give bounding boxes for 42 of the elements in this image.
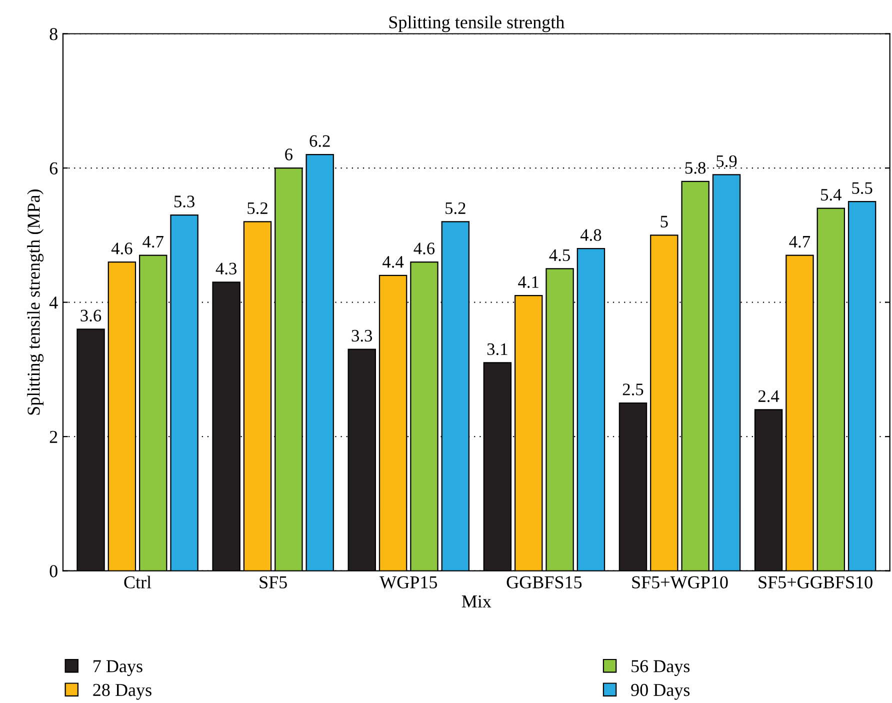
data-label: 5.2 [248,202,268,214]
legend-label: 56 Days [632,660,690,676]
data-label: 5.4 [821,189,842,201]
y-tick-label: 8 [50,28,58,40]
x-tick-label: WGP15 [380,576,438,588]
y-tick-label: 0 [50,565,58,578]
data-label: 5.2 [446,202,466,214]
x-tick-label: SF5+GGBFS10 [758,576,872,588]
y-tick-label: 6 [50,162,58,174]
data-label: 5.9 [716,155,737,168]
data-label: 3.6 [80,310,102,322]
data-label: 4.6 [111,242,132,254]
chart-title: Splitting tensile strength [389,16,564,32]
data-label: 2.5 [622,384,644,396]
legend-label: 28 Days [93,684,152,700]
data-label: 4.6 [414,242,435,254]
data-label: 4.1 [518,276,538,288]
data-label: 6 [285,148,292,160]
data-label: 4.4 [382,256,404,268]
x-tick-label: SF5+WGP10 [632,576,728,588]
data-label: 4.7 [789,236,810,248]
x-tick-label: Ctrl [124,576,152,588]
data-label: 2.4 [758,390,780,402]
legend-label: 90 Days [631,684,690,700]
y-tick-label: 2 [50,430,58,443]
data-label: 3.3 [352,330,372,342]
data-label: 3.1 [487,343,508,356]
data-label: 4.3 [216,262,236,275]
data-label: 4.5 [549,249,570,262]
data-label: 4.7 [142,236,164,248]
data-label: 6.2 [310,135,330,147]
data-label: 5.8 [685,162,706,174]
data-label: 5 [660,216,668,228]
x-tick-label: GGBFS15 [506,576,582,588]
data-label: 5.5 [852,182,872,194]
legend-label: 7 Days [94,660,142,676]
data-label: 5.3 [174,196,194,208]
x-tick-label: SF5 [260,576,287,588]
x-axis-title: Mix [462,595,492,608]
data-label: 4.8 [580,229,602,241]
y-axis-title: Splitting tensile strength (MPa) [27,189,44,415]
y-tick-label: 4 [49,296,58,309]
